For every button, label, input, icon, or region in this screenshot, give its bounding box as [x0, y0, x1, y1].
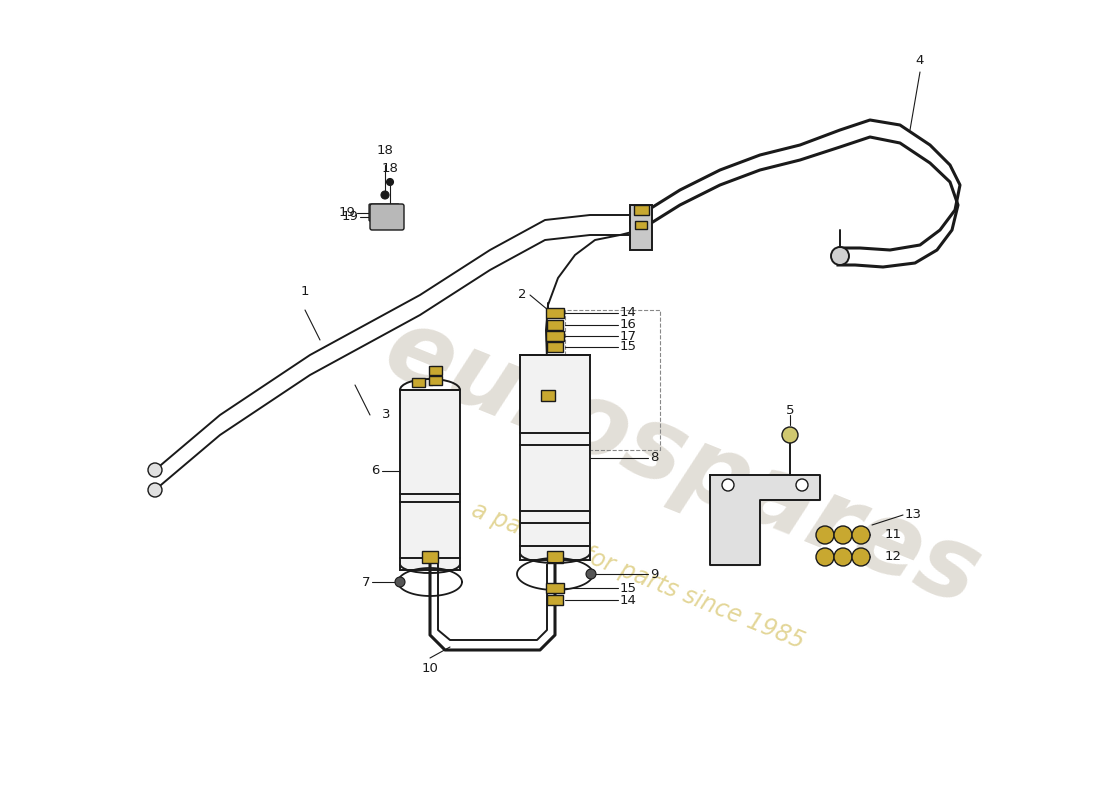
Bar [411, 378, 425, 386]
Bar [429, 366, 441, 374]
Text: 3: 3 [382, 409, 390, 422]
Bar [520, 355, 590, 560]
Circle shape [722, 479, 734, 491]
Text: 12: 12 [886, 550, 902, 563]
Bar [541, 390, 556, 401]
Text: 18: 18 [382, 162, 398, 174]
Text: 1: 1 [300, 285, 309, 298]
Bar [422, 551, 438, 563]
Text: 10: 10 [421, 662, 439, 674]
Circle shape [852, 548, 870, 566]
FancyBboxPatch shape [370, 204, 404, 230]
Bar [546, 308, 564, 318]
Bar [547, 551, 563, 563]
Text: 9: 9 [650, 567, 659, 581]
Circle shape [816, 526, 834, 544]
Circle shape [852, 526, 870, 544]
Circle shape [834, 548, 852, 566]
Text: 17: 17 [620, 330, 637, 342]
Text: 15: 15 [620, 341, 637, 354]
Bar [547, 595, 563, 605]
Bar [630, 205, 652, 250]
FancyBboxPatch shape [368, 204, 399, 221]
Polygon shape [710, 475, 820, 565]
Text: 19: 19 [341, 210, 358, 223]
Text: 13: 13 [905, 509, 922, 522]
Circle shape [148, 463, 162, 477]
Circle shape [632, 222, 648, 238]
Bar [546, 331, 564, 341]
Circle shape [816, 548, 834, 566]
Text: 15: 15 [620, 582, 637, 594]
Circle shape [834, 526, 852, 544]
Circle shape [782, 427, 797, 443]
Text: 7: 7 [362, 575, 370, 589]
Circle shape [148, 483, 162, 497]
Circle shape [381, 191, 389, 199]
Text: 14: 14 [620, 306, 637, 319]
Text: 18: 18 [376, 143, 394, 157]
Bar [565, 310, 660, 450]
Text: 8: 8 [650, 451, 659, 464]
Bar [429, 375, 441, 385]
Bar [547, 342, 563, 352]
Text: 14: 14 [620, 594, 637, 606]
Text: 6: 6 [372, 465, 379, 478]
Text: 19: 19 [338, 206, 355, 219]
Bar [546, 583, 564, 593]
Text: a passion for parts since 1985: a passion for parts since 1985 [469, 498, 807, 654]
Bar [634, 205, 649, 215]
Bar [635, 221, 647, 229]
Text: 16: 16 [620, 318, 637, 331]
Text: 2: 2 [518, 289, 526, 302]
Circle shape [630, 212, 650, 232]
Circle shape [386, 178, 394, 186]
Bar [400, 390, 460, 570]
Text: 11: 11 [886, 529, 902, 542]
Circle shape [830, 247, 849, 265]
Text: eurospares: eurospares [371, 301, 993, 627]
Bar [632, 207, 650, 247]
Circle shape [796, 479, 808, 491]
Bar [547, 320, 563, 330]
Circle shape [395, 577, 405, 587]
Text: 4: 4 [916, 54, 924, 66]
Circle shape [586, 569, 596, 579]
Text: 5: 5 [785, 403, 794, 417]
